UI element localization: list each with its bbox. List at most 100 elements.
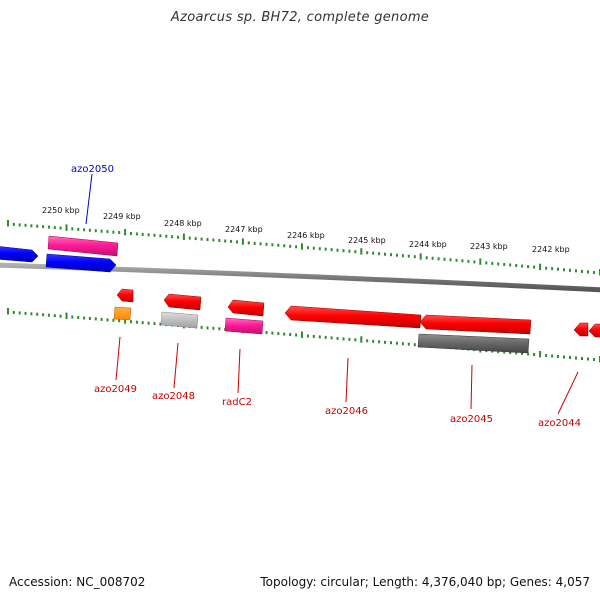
minor-tick [336, 248, 339, 252]
minor-tick [336, 336, 339, 340]
minor-tick [437, 257, 440, 261]
minor-tick [112, 230, 115, 234]
minor-tick [206, 326, 209, 330]
minor-tick [455, 258, 458, 262]
minor-tick [30, 312, 33, 316]
genome-stats-text: Topology: circular; Length: 4,376,040 bp… [260, 575, 590, 589]
gene-radC2[interactable] [227, 299, 265, 317]
minor-tick [12, 222, 15, 226]
minor-tick [18, 311, 21, 315]
gene-label-azo2049[interactable]: azo2049 [94, 384, 137, 395]
minor-tick [236, 240, 238, 244]
minor-tick [18, 223, 21, 227]
minor-tick [395, 253, 398, 257]
major-tick [7, 308, 9, 315]
minor-tick [473, 260, 476, 264]
minor-tick [36, 312, 39, 316]
gene-forward-blue-left[interactable] [0, 246, 39, 263]
minor-tick [324, 335, 327, 339]
minor-tick [390, 253, 392, 257]
minor-tick [563, 268, 565, 272]
kbp-label: 2248 kbp [164, 219, 202, 228]
minor-tick [354, 250, 357, 254]
minor-tick [575, 356, 577, 360]
gene-azo2050[interactable] [45, 253, 117, 273]
gene-azo2048[interactable] [163, 293, 202, 311]
minor-tick [557, 267, 559, 271]
major-tick [65, 224, 68, 231]
gene-label-azo2045[interactable]: azo2045 [450, 414, 493, 425]
minor-tick [283, 244, 286, 248]
minor-tick [545, 354, 548, 357]
minor-tick [401, 342, 404, 346]
minor-tick [59, 226, 62, 230]
kbp-label: 2250 kbp [42, 206, 80, 215]
minor-tick [449, 258, 452, 262]
minor-tick [521, 352, 524, 355]
minor-tick [118, 319, 121, 323]
gene-label-radC2[interactable]: radC2 [222, 397, 252, 408]
minor-tick [94, 317, 97, 321]
minor-tick [348, 337, 351, 341]
minor-tick [47, 313, 50, 317]
gene-label-azo2044[interactable]: azo2044 [538, 418, 581, 429]
gene-label-azo2046[interactable]: azo2046 [325, 406, 368, 417]
major-tick [7, 220, 9, 227]
minor-tick [42, 313, 45, 317]
minor-tick [407, 342, 410, 346]
gene-azo2045-product[interactable] [417, 333, 530, 354]
minor-tick [259, 242, 262, 246]
minor-tick [378, 340, 381, 344]
minor-tick [135, 320, 138, 324]
minor-tick [277, 243, 280, 247]
minor-tick [47, 225, 50, 229]
gene-azo2048-product[interactable] [160, 311, 199, 329]
minor-tick [569, 356, 571, 359]
minor-tick [354, 338, 357, 342]
minor-tick [425, 256, 428, 260]
kbp-label: 2245 kbp [348, 236, 386, 245]
minor-tick [342, 337, 345, 341]
minor-tick [77, 316, 80, 319]
minor-tick [289, 244, 292, 248]
gene-azo2049-product[interactable] [113, 306, 132, 321]
gene-azo2049[interactable] [116, 288, 134, 303]
gene-azo2044-b[interactable] [588, 323, 600, 338]
minor-tick [366, 339, 369, 343]
gene-azo2044[interactable] [573, 322, 589, 337]
minor-tick [42, 225, 45, 229]
minor-tick [384, 340, 386, 344]
minor-tick [527, 352, 530, 356]
minor-tick [306, 334, 309, 338]
minor-tick [593, 271, 595, 274]
minor-tick [413, 255, 416, 259]
minor-tick [153, 233, 156, 237]
minor-tick [342, 249, 345, 253]
gene-label-azo2048[interactable]: azo2048 [152, 391, 195, 402]
gene-radC2-product[interactable] [224, 317, 264, 335]
minor-tick [24, 311, 27, 315]
minor-tick [401, 254, 404, 258]
minor-tick [277, 332, 280, 336]
minor-tick [200, 325, 203, 329]
leader-radC2 [237, 348, 241, 394]
minor-tick [467, 259, 470, 263]
gene-azo2046[interactable] [284, 305, 422, 329]
minor-tick [372, 251, 375, 255]
minor-tick [533, 353, 536, 356]
major-tick [539, 263, 542, 271]
minor-tick [94, 229, 97, 233]
minor-tick [407, 254, 410, 258]
leader-azo2044 [557, 371, 579, 415]
minor-tick [212, 238, 215, 242]
minor-tick [378, 252, 381, 256]
gene-azo2045[interactable] [419, 314, 532, 335]
minor-tick [118, 231, 121, 234]
minor-tick [59, 314, 62, 318]
leader-azo2050 [85, 173, 93, 225]
minor-tick [443, 257, 446, 261]
gene-label-azo2050[interactable]: azo2050 [71, 164, 114, 175]
gene-azo2050-product[interactable] [47, 235, 119, 257]
major-tick [419, 253, 422, 260]
